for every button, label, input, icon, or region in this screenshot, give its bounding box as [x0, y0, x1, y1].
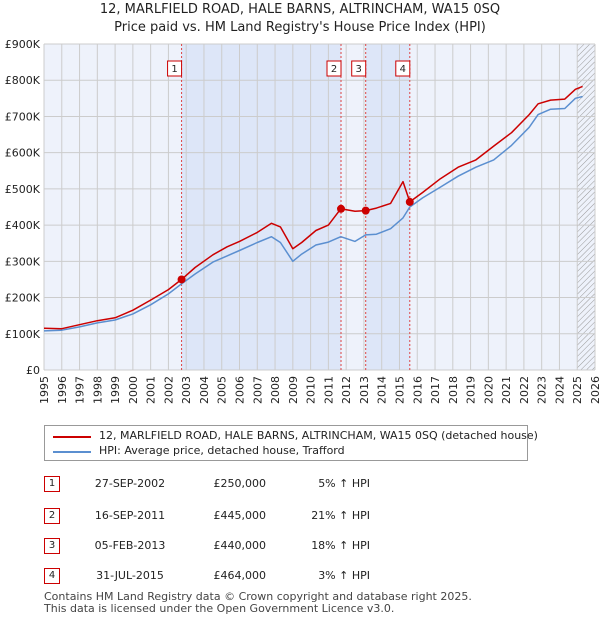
- x-tick-label: 2006: [234, 376, 247, 404]
- x-tick-label: 2012: [340, 376, 353, 404]
- x-tick-label: 2020: [482, 376, 495, 404]
- x-tick-label: 2014: [376, 376, 389, 404]
- transaction-box-label: 1: [171, 64, 177, 75]
- x-tick-label: 2008: [269, 376, 282, 404]
- legend-label-property: 12, MARLFIELD ROAD, HALE BARNS, ALTRINCH…: [99, 429, 538, 442]
- x-tick-label: 1996: [56, 376, 69, 404]
- footer-copyright: Contains HM Land Registry data © Crown c…: [44, 590, 472, 603]
- forecast-hatch: [577, 44, 595, 370]
- transaction-box: [167, 60, 183, 77]
- footer-licence: This data is licensed under the Open Gov…: [44, 602, 395, 615]
- x-tick-label: 2023: [536, 376, 549, 404]
- transaction-box: [351, 60, 367, 77]
- legend-swatch-hpi: [53, 451, 91, 453]
- transaction-box: [395, 60, 411, 77]
- transaction-price: £250,000: [213, 477, 267, 490]
- chart-subtitle: Price paid vs. HM Land Registry's House …: [114, 20, 486, 35]
- x-tick-label: 2013: [358, 376, 371, 404]
- x-tick-label: 1999: [109, 376, 122, 404]
- transaction-date: 16-SEP-2011: [94, 509, 166, 522]
- x-tick-label: 2018: [447, 376, 460, 404]
- x-tick-label: 2015: [393, 376, 406, 404]
- shaded-ownership-period: [181, 44, 342, 370]
- x-tick-label: 2019: [465, 376, 478, 404]
- x-tick-label: 2021: [500, 376, 513, 404]
- price-chart: £0 £100K £200K £300K £400K £500K £600K £700K £80…: [5, 38, 600, 404]
- x-tick-label: 2005: [216, 376, 229, 404]
- sale-point: [405, 197, 414, 206]
- x-tick-label: 2004: [198, 376, 211, 404]
- transaction-box: [326, 60, 342, 77]
- y-tick-label: £400K: [5, 219, 41, 232]
- transaction-date: 31-JUL-2015: [96, 569, 164, 582]
- legend-swatch-property: [53, 436, 91, 438]
- transaction-marker: 4: [44, 568, 60, 584]
- x-tick-label: 2022: [518, 376, 531, 404]
- x-tick-label: 2000: [127, 376, 140, 404]
- transaction-date: 27-SEP-2002: [94, 477, 166, 490]
- property-series-line: [43, 85, 583, 330]
- transaction-marker: 3: [44, 538, 60, 554]
- x-tick-label: 2007: [251, 376, 264, 404]
- x-tick-label: 2017: [429, 376, 442, 404]
- x-tick-label: 2002: [162, 376, 175, 404]
- y-tick-label: £800K: [5, 74, 41, 87]
- hpi-series-line: [43, 95, 583, 332]
- transaction-marker: 1: [44, 476, 60, 492]
- transaction-price: £440,000: [213, 539, 267, 552]
- transaction-hpi: 3% ↑ HPI: [318, 569, 370, 582]
- transaction-row: 2 16-SEP-2011 £445,000 21% ↑ HPI: [0, 508, 600, 528]
- x-tick-label: 2016: [411, 376, 424, 404]
- transaction-box-label: 3: [356, 64, 362, 75]
- transaction-price: £464,000: [213, 569, 267, 582]
- chart-legend: 12, MARLFIELD ROAD, HALE BARNS, ALTRINCH…: [44, 425, 538, 461]
- x-tick-label: 2009: [287, 376, 300, 404]
- x-tick-label: 2003: [180, 376, 193, 404]
- sale-point: [337, 204, 346, 213]
- transaction-row: 4 31-JUL-2015 £464,000 3% ↑ HPI: [0, 568, 600, 588]
- transaction-price: £445,000: [213, 509, 267, 522]
- x-tick-label: 1998: [91, 376, 104, 404]
- sale-point: [361, 206, 370, 215]
- x-tick-label: 1997: [74, 376, 87, 404]
- x-tick-label: 2024: [553, 376, 566, 404]
- x-tick-label: 2011: [322, 376, 335, 404]
- y-tick-label: £200K: [5, 292, 41, 305]
- transaction-box-label: 4: [400, 64, 406, 75]
- sale-point: [177, 275, 186, 284]
- y-tick-label: £500K: [5, 183, 41, 196]
- chart-title: 12, MARLFIELD ROAD, HALE BARNS, ALTRINCH…: [99, 2, 501, 17]
- transaction-row: 3 05-FEB-2013 £440,000 18% ↑ HPI: [0, 538, 600, 558]
- y-tick-label: £300K: [5, 255, 41, 268]
- transaction-box-label: 2: [331, 64, 337, 75]
- transaction-hpi: 18% ↑ HPI: [311, 539, 370, 552]
- transaction-marker: 2: [44, 508, 60, 524]
- x-tick-label: 2026: [589, 376, 600, 404]
- y-tick-label: £600K: [5, 147, 41, 160]
- transaction-row: 1 27-SEP-2002 £250,000 5% ↑ HPI: [0, 476, 600, 496]
- y-tick-label: £700K: [5, 110, 41, 123]
- x-tick-label: 1995: [38, 376, 51, 404]
- shaded-ownership-period: [365, 44, 410, 370]
- x-tick-label: 2010: [305, 376, 318, 404]
- y-tick-label: £0: [26, 364, 40, 377]
- x-tick-label: 2001: [145, 376, 158, 404]
- x-tick-label: 2025: [571, 376, 584, 404]
- y-tick-label: £100K: [5, 328, 41, 341]
- transaction-hpi: 5% ↑ HPI: [318, 477, 370, 490]
- y-tick-label: £900K: [5, 38, 41, 51]
- transaction-hpi: 21% ↑ HPI: [311, 509, 370, 522]
- transaction-date: 05-FEB-2013: [94, 539, 166, 552]
- legend-label-hpi: HPI: Average price, detached house, Traf…: [99, 444, 345, 457]
